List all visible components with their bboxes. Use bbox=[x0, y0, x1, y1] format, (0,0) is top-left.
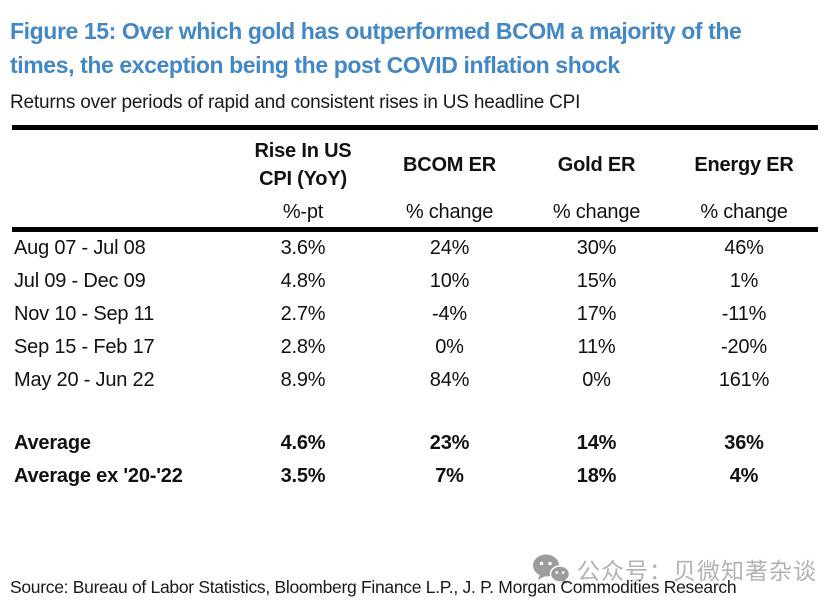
returns-table: Rise In US CPI (YoY) BCOM ER Gold ER Ene… bbox=[12, 125, 818, 493]
gold-cell: 30% bbox=[576, 237, 617, 259]
header-period-cell bbox=[12, 130, 230, 200]
energy-cell: 161% bbox=[718, 369, 770, 391]
figure-title-line2: times, the exception being the post COVI… bbox=[10, 52, 620, 78]
cpi-cell: 4.6% bbox=[280, 432, 326, 454]
period-cell: Sep 15 - Feb 17 bbox=[14, 336, 155, 358]
table-body: Aug 07 - Jul 08 3.6% 24% 30% 46% Jul 09 … bbox=[12, 232, 818, 493]
figure-subtitle: Returns over periods of rapid and consis… bbox=[10, 92, 581, 113]
gold-cell: 18% bbox=[576, 465, 617, 487]
bcom-cell: 23% bbox=[429, 432, 470, 454]
unit-bcom-cell: % change bbox=[405, 201, 494, 223]
period-cell: Jul 09 - Dec 09 bbox=[14, 270, 146, 292]
header-names-row: Rise In US CPI (YoY) BCOM ER Gold ER Ene… bbox=[12, 130, 818, 200]
cpi-cell: 3.5% bbox=[280, 465, 326, 487]
table-row: Sep 15 - Feb 17 2.8% 0% 11% -20% bbox=[12, 331, 818, 364]
header-units-row: %-pt % change % change % change bbox=[12, 200, 818, 227]
table-header: Rise In US CPI (YoY) BCOM ER Gold ER Ene… bbox=[12, 130, 818, 232]
energy-cell: -20% bbox=[721, 336, 767, 358]
period-cell: Aug 07 - Jul 08 bbox=[14, 237, 146, 259]
wechat-icon bbox=[532, 553, 570, 585]
figure-title-line1: Figure 15: Over which gold has outperfor… bbox=[10, 18, 742, 44]
period-cell: Nov 10 - Sep 11 bbox=[14, 303, 155, 325]
energy-cell: 4% bbox=[729, 465, 759, 487]
cpi-cell: 2.8% bbox=[280, 336, 326, 358]
bcom-cell: 84% bbox=[429, 369, 470, 391]
period-cell: Average bbox=[14, 432, 91, 454]
unit-energy-cell: % change bbox=[700, 201, 788, 223]
header-gold-cell: Gold ER bbox=[557, 154, 636, 176]
unit-period-cell bbox=[12, 200, 230, 227]
unit-gold-cell: % change bbox=[552, 201, 641, 223]
cpi-cell: 4.8% bbox=[280, 270, 326, 292]
gold-cell: 15% bbox=[576, 270, 617, 292]
cpi-cell: 8.9% bbox=[280, 369, 326, 391]
figure-title: Figure 15: Over which gold has outperfor… bbox=[10, 14, 742, 82]
bcom-cell: 10% bbox=[429, 270, 470, 292]
gold-cell: 17% bbox=[576, 303, 617, 325]
table-row: Jul 09 - Dec 09 4.8% 10% 15% 1% bbox=[12, 265, 818, 298]
table-row: Aug 07 - Jul 08 3.6% 24% 30% 46% bbox=[12, 232, 818, 265]
summary-row: Average ex '20-'22 3.5% 7% 18% 4% bbox=[12, 460, 818, 493]
period-cell: May 20 - Jun 22 bbox=[14, 369, 155, 391]
header-cpi-line1: Rise In US bbox=[254, 140, 352, 162]
table-row: Nov 10 - Sep 11 2.7% -4% 17% -11% bbox=[12, 298, 818, 331]
bcom-cell: -4% bbox=[432, 303, 467, 325]
period-cell: Average ex '20-'22 bbox=[14, 465, 183, 487]
unit-cpi-cell: %-pt bbox=[282, 201, 324, 223]
cpi-cell: 2.7% bbox=[280, 303, 326, 325]
table-spacer bbox=[12, 397, 818, 427]
energy-cell: -11% bbox=[721, 303, 767, 325]
gold-cell: 11% bbox=[577, 336, 616, 358]
table-row: May 20 - Jun 22 8.9% 84% 0% 161% bbox=[12, 364, 818, 397]
energy-cell: 36% bbox=[724, 432, 764, 454]
bcom-cell: 0% bbox=[435, 336, 464, 358]
source-note: Source: Bureau of Labor Statistics, Bloo… bbox=[10, 577, 737, 597]
energy-cell: 1% bbox=[729, 270, 759, 292]
bcom-cell: 7% bbox=[435, 465, 464, 487]
header-bcom-cell: BCOM ER bbox=[402, 154, 497, 176]
header-cpi-line2: CPI (YoY) bbox=[259, 168, 347, 190]
watermark-text: 公众号：贝微知著杂谈 bbox=[577, 559, 817, 585]
watermark: 公众号：贝微知著杂谈 bbox=[532, 552, 817, 586]
bcom-cell: 24% bbox=[429, 237, 470, 259]
header-cpi-cell: Rise In US CPI (YoY) bbox=[230, 130, 376, 200]
gold-cell: 0% bbox=[582, 369, 611, 391]
energy-cell: 46% bbox=[724, 237, 764, 259]
header-energy-cell: Energy ER bbox=[694, 154, 794, 176]
gold-cell: 14% bbox=[576, 432, 617, 454]
summary-row: Average 4.6% 23% 14% 36% bbox=[12, 427, 818, 460]
cpi-cell: 3.6% bbox=[280, 237, 326, 259]
